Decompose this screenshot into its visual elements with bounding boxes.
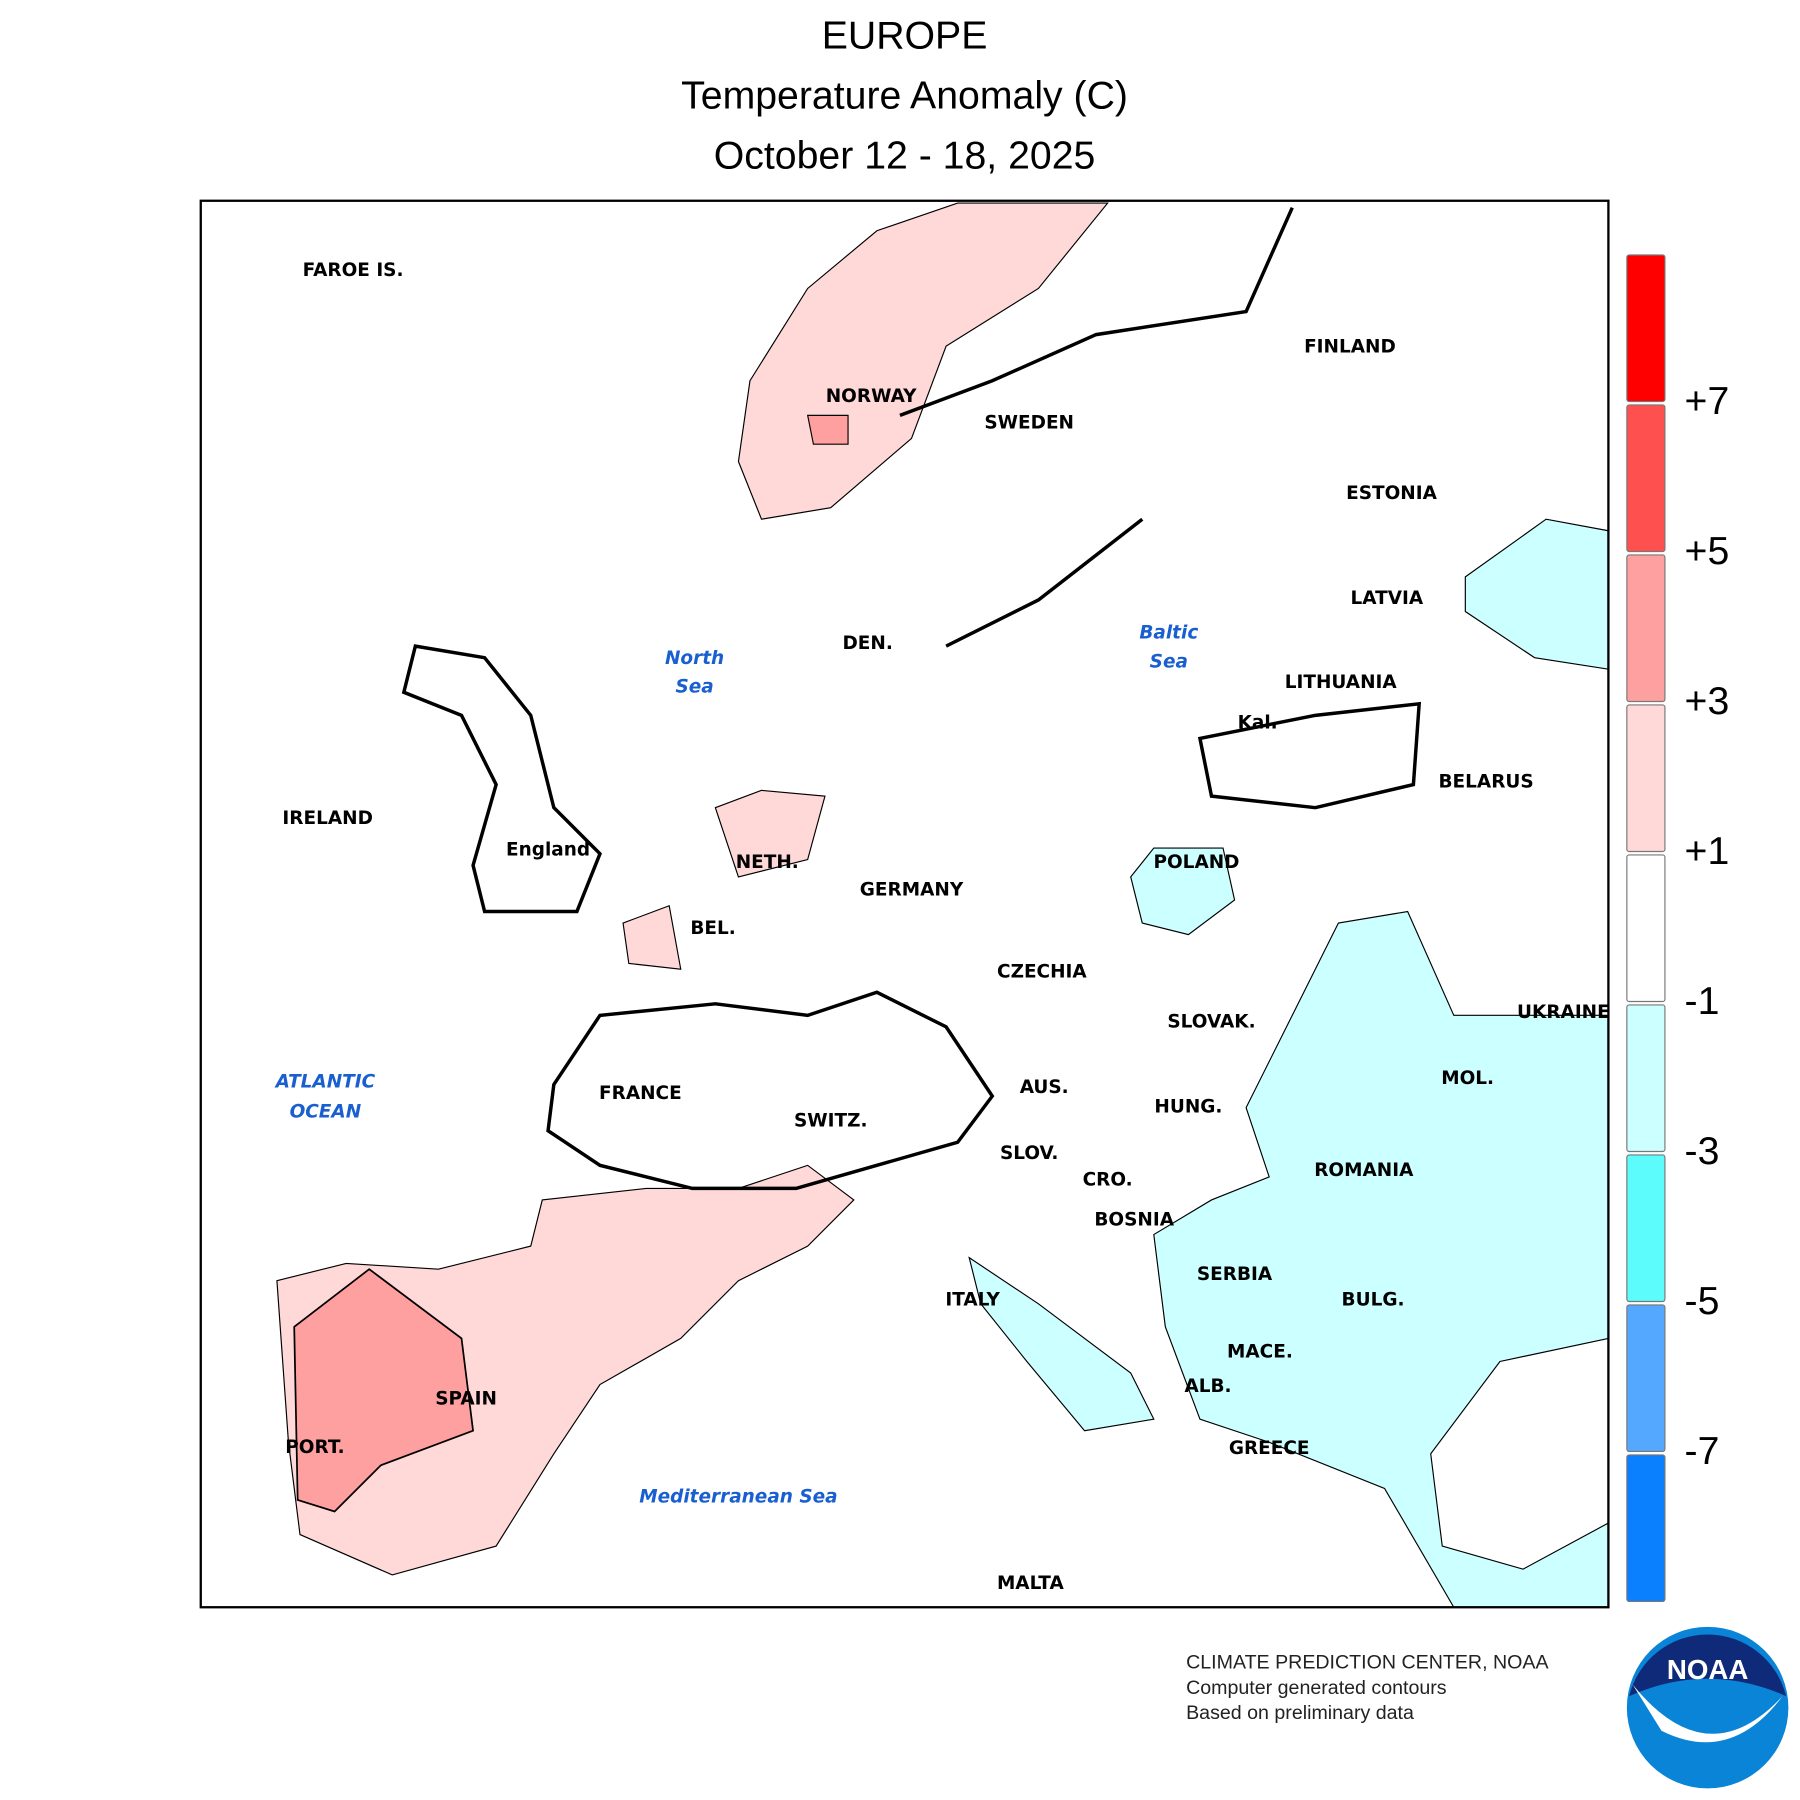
legend-label: -5 <box>1685 1279 1720 1323</box>
country-label: Kal. <box>1238 712 1278 733</box>
country-label: UKRAINE <box>1517 1002 1610 1023</box>
country-label: GERMANY <box>860 880 964 901</box>
legend-label: -3 <box>1685 1129 1720 1173</box>
country-label: SLOVAK. <box>1167 1011 1255 1032</box>
country-label: SWITZ. <box>794 1110 868 1131</box>
country-label: SLOV. <box>1000 1143 1059 1164</box>
country-label: BELARUS <box>1438 771 1533 792</box>
country-label: NETH. <box>736 852 799 873</box>
country-label: IRELAND <box>282 808 372 829</box>
map-shapes <box>200 200 1609 1608</box>
country-label: FRANCE <box>599 1083 682 1104</box>
country-label: LATVIA <box>1351 588 1424 609</box>
country-label: ESTONIA <box>1346 483 1437 504</box>
country-label: CRO. <box>1083 1169 1133 1190</box>
figure: EUROPE Temperature Anomaly (C) October 1… <box>199 13 1789 1789</box>
legend-swatch <box>1626 404 1666 553</box>
country-label: PORT. <box>285 1437 344 1458</box>
map-labels: FAROE IS. NORWAY SWEDEN FINLAND ESTONIA LATVI… <box>274 260 1610 1594</box>
country-label: FINLAND <box>1304 336 1396 357</box>
legend-label: +5 <box>1685 529 1730 573</box>
title: EUROPE <box>822 13 988 57</box>
country-label: ROMANIA <box>1314 1160 1414 1181</box>
sea-label: OCEAN <box>290 1101 362 1122</box>
legend-swatch <box>1626 1004 1666 1153</box>
sea-label: North <box>665 648 724 669</box>
legend-label: -7 <box>1685 1429 1720 1473</box>
legend-swatch <box>1626 704 1666 853</box>
country-label: SERBIA <box>1197 1264 1273 1285</box>
country-label: ITALY <box>945 1289 1000 1310</box>
sea-label: Baltic <box>1139 622 1198 643</box>
footer-line: CLIMATE PREDICTION CENTER, NOAA <box>1186 1651 1549 1673</box>
logo-text: NOAA <box>1667 1654 1749 1685</box>
country-label: BEL. <box>690 918 735 939</box>
sea-label: Sea <box>1150 651 1188 672</box>
country-label: BULG. <box>1342 1289 1405 1310</box>
country-label: FAROE IS. <box>303 260 404 281</box>
legend-label: +3 <box>1685 679 1730 723</box>
legend-swatch <box>1626 854 1666 1003</box>
country-label: NORWAY <box>826 386 917 407</box>
country-label: MACE. <box>1227 1341 1293 1362</box>
country-label: AUS. <box>1020 1077 1069 1098</box>
legend-swatch <box>1626 1304 1666 1453</box>
dates: October 12 - 18, 2025 <box>714 133 1096 177</box>
country-label: SWEDEN <box>984 412 1074 433</box>
country-label: CZECHIA <box>997 962 1087 983</box>
country-label: GREECE <box>1229 1438 1310 1459</box>
footer-line: Based on preliminary data <box>1186 1702 1414 1724</box>
legend-swatch <box>1626 254 1666 403</box>
legend-label: +7 <box>1685 379 1730 423</box>
country-label: ALB. <box>1184 1376 1231 1397</box>
sea-label: Sea <box>675 677 713 698</box>
sea-label: Mediterranean Sea <box>639 1487 837 1508</box>
country-label: POLAND <box>1153 852 1239 873</box>
legend-label: +1 <box>1685 829 1730 873</box>
legend: +7 +5 +3 +1 -1 -3 -5 -7 <box>1626 254 1730 1603</box>
subtitle: Temperature Anomaly (C) <box>681 73 1128 117</box>
country-label: LITHUANIA <box>1285 672 1398 693</box>
legend-label: -1 <box>1685 979 1720 1023</box>
country-label: England <box>506 839 590 860</box>
country-label: DEN. <box>842 633 892 654</box>
country-label: MOL. <box>1441 1068 1494 1089</box>
sea-label: ATLANTIC <box>274 1071 376 1092</box>
legend-swatch <box>1626 554 1666 703</box>
country-label: MALTA <box>997 1573 1065 1594</box>
legend-swatch <box>1626 1454 1666 1603</box>
country-label: SPAIN <box>435 1389 497 1410</box>
footer-line: Computer generated contours <box>1186 1677 1447 1699</box>
country-label: BOSNIA <box>1094 1210 1174 1231</box>
country-label: HUNG. <box>1154 1097 1222 1118</box>
map-frame <box>199 199 1610 1609</box>
noaa-logo: NOAA <box>1626 1626 1789 1789</box>
legend-swatch <box>1626 1154 1666 1303</box>
